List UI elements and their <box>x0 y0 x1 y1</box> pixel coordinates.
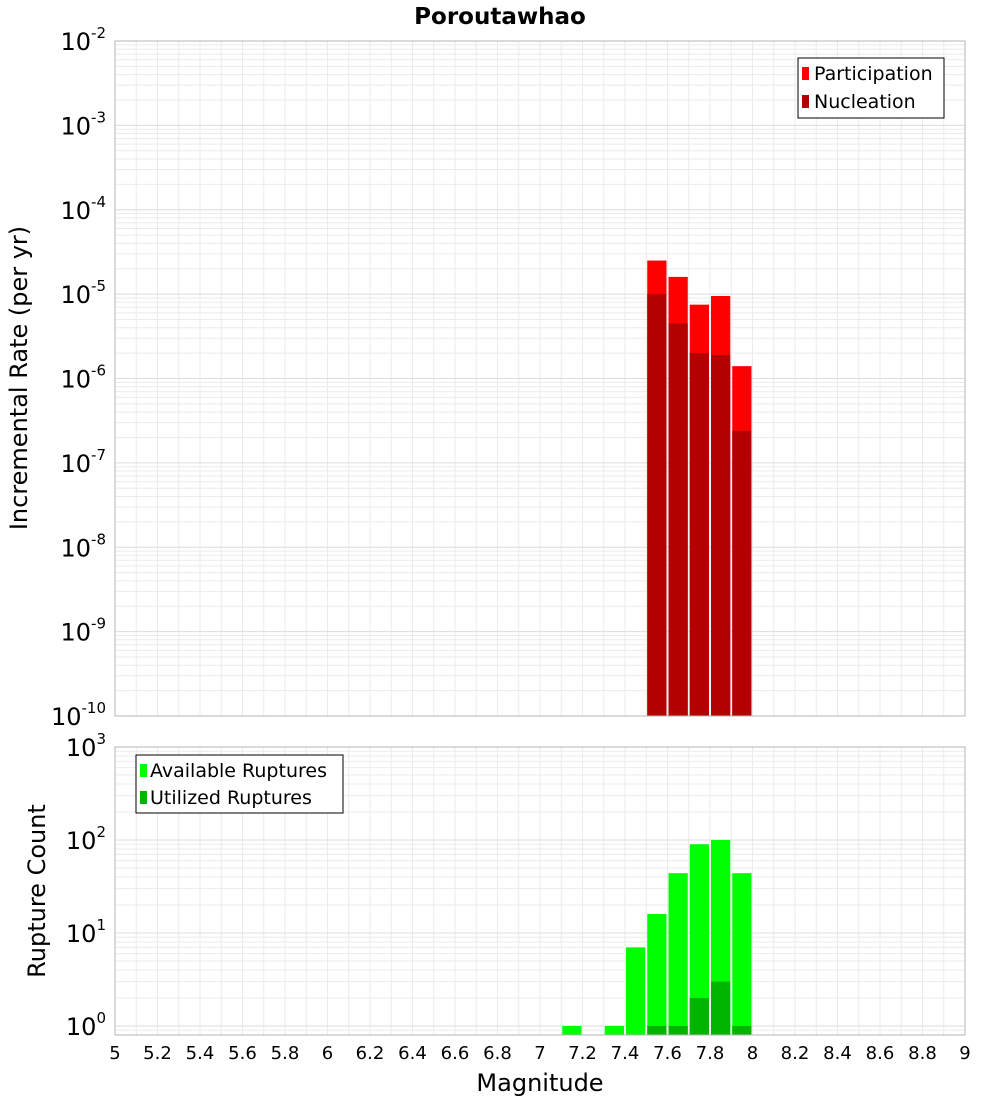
y-tick-label-1e1: 101 <box>66 916 106 948</box>
x-tick-label: 5.2 <box>143 1043 172 1064</box>
legend-swatch-participation <box>802 67 809 80</box>
y-tick-label-1e-5: 10-5 <box>60 277 106 309</box>
bar-utilized-ruptures-m7_75 <box>689 997 709 1035</box>
y-tick-label-1e-4: 10-4 <box>60 193 106 225</box>
x-tick-labels: 5 5.2 5.4 5.6 5.8 6 6.2 6.4 6.6 6.8 7 7.2 7.4 7.6 7.8 8… <box>109 1043 970 1064</box>
x-tick-label: 9 <box>959 1043 970 1064</box>
x-tick-label: 6.8 <box>483 1043 512 1064</box>
x-tick-label: 7.2 <box>568 1043 597 1064</box>
top-bars <box>647 260 752 716</box>
bottom-legend: Available Ruptures Utilized Ruptures <box>135 754 344 814</box>
bar-utilized-ruptures-m7_65 <box>668 1025 688 1035</box>
bottom-gridlines <box>114 747 966 1036</box>
x-tick-label: 8.8 <box>908 1043 937 1064</box>
bar-nucleation-m7_55 <box>647 294 667 716</box>
y-tick-label-1e-9: 10-9 <box>60 615 106 647</box>
top-y-tick-labels: 10-10 10-9 10-8 10-7 10-6 10-5 10-4 10-3 10-2 <box>51 24 106 731</box>
legend-swatch-available-ruptures <box>140 764 147 777</box>
bar-available-ruptures-m7_65 <box>668 873 688 1035</box>
bar-utilized-ruptures-m7_55 <box>647 1025 667 1035</box>
legend-label-nucleation: Nucleation <box>814 91 916 113</box>
bar-nucleation-m7_65 <box>668 323 688 716</box>
incremental-rate-panel: 10-10 10-9 10-8 10-7 10-6 10-5 10-4 10-3 10-2 In… <box>5 24 966 731</box>
y-tick-label-1e0: 100 <box>66 1009 106 1041</box>
x-tick-label: 7.8 <box>696 1043 725 1064</box>
bottom-plot-frame <box>114 746 966 1036</box>
bottom-y-tick-labels: 100 101 102 103 <box>66 730 106 1041</box>
x-tick-label: 6.2 <box>356 1043 385 1064</box>
top-plot-frame <box>114 40 966 717</box>
x-tick-label: 8 <box>747 1043 758 1064</box>
bottom-legend-box <box>135 754 344 814</box>
x-tick-label: 8.4 <box>823 1043 852 1064</box>
top-legend: Participation Nucleation <box>797 57 945 119</box>
bar-utilized-ruptures-m7_95 <box>732 1025 752 1035</box>
y-tick-label-1e-8: 10-8 <box>60 530 106 562</box>
bottom-y-axis-title: Rupture Count <box>23 804 51 978</box>
x-tick-label: 8.2 <box>781 1043 810 1064</box>
bar-available-ruptures-m7_55 <box>647 914 667 1035</box>
y-tick-label-1e2: 102 <box>66 823 106 855</box>
x-tick-label: 8.6 <box>866 1043 895 1064</box>
x-tick-label: 7 <box>534 1043 545 1064</box>
legend-label-utilized-ruptures: Utilized Ruptures <box>150 787 312 809</box>
x-tick-label: 5.8 <box>271 1043 300 1064</box>
legend-swatch-utilized-ruptures <box>140 791 147 804</box>
top-legend-box <box>797 57 945 119</box>
bar-available-ruptures-m7_95 <box>732 873 752 1035</box>
y-tick-label-1e-6: 10-6 <box>60 362 106 394</box>
bar-available-ruptures-m7_35 <box>604 1025 624 1035</box>
x-tick-label: 7.6 <box>653 1043 682 1064</box>
y-tick-label-1e-10: 10-10 <box>51 699 106 731</box>
bar-available-ruptures-m7_45 <box>626 947 646 1035</box>
bar-utilized-ruptures-m7_85 <box>711 981 731 1035</box>
legend-label-available-ruptures: Available Ruptures <box>150 760 327 782</box>
x-tick-label: 6.4 <box>398 1043 427 1064</box>
bar-nucleation-m7_75 <box>689 353 709 716</box>
x-tick-label: 5 <box>109 1043 120 1064</box>
legend-label-participation: Participation <box>814 63 933 85</box>
x-tick-label: 5.4 <box>186 1043 215 1064</box>
bar-nucleation-m7_85 <box>711 354 731 716</box>
x-tick-label: 7.4 <box>611 1043 640 1064</box>
x-tick-label: 6.6 <box>441 1043 470 1064</box>
bar-available-ruptures-m7_75 <box>689 844 709 1035</box>
x-axis-title: Magnitude <box>476 1069 603 1097</box>
legend-swatch-nucleation <box>802 95 809 108</box>
top-y-axis-title: Incremental Rate (per yr) <box>5 226 33 530</box>
y-tick-label-1e-7: 10-7 <box>60 446 106 478</box>
x-tick-label: 6 <box>322 1043 333 1064</box>
bottom-bars <box>562 839 752 1035</box>
top-gridlines <box>114 41 966 717</box>
bar-nucleation-m7_95 <box>732 430 752 716</box>
y-tick-label-1e-2: 10-2 <box>60 24 106 56</box>
x-tick-label: 5.6 <box>228 1043 257 1064</box>
y-tick-label-1e3: 103 <box>66 730 106 762</box>
bar-available-ruptures-m7_15 <box>562 1025 582 1035</box>
rupture-count-panel: 100 101 102 103 5 5.2 5.4 5.6 5.8 6 6.2 6.4 6.6 6.8 7… <box>23 730 971 1097</box>
y-tick-label-1e-3: 10-3 <box>60 108 106 140</box>
chart-title: Poroutawhao <box>414 4 586 30</box>
